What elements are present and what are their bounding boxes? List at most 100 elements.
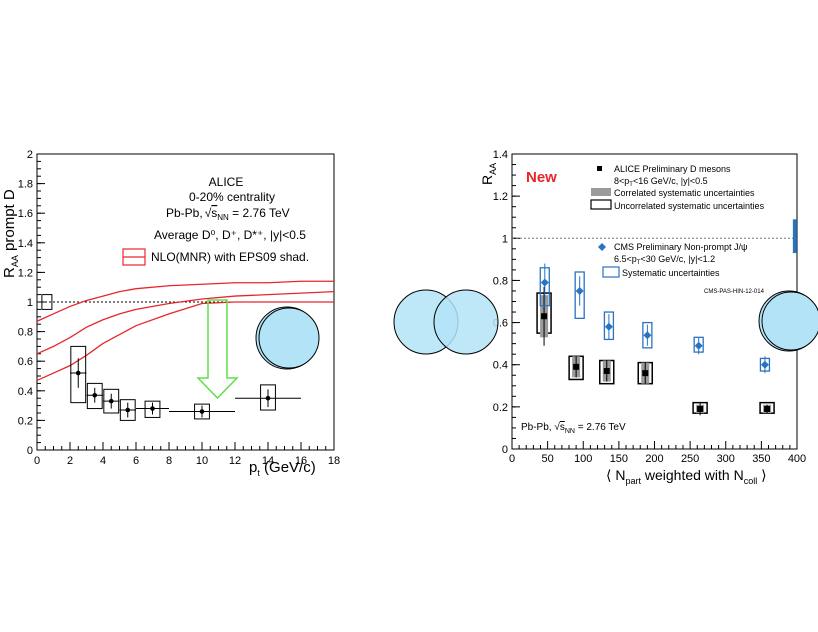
alice-data-point — [541, 313, 548, 320]
nlo-curve-central — [36, 290, 335, 355]
right-y-axis-title: RAA — [479, 163, 498, 185]
cms-data-point — [540, 278, 549, 287]
y-tick-label: 1.6 — [18, 208, 33, 220]
legend-centrality: 0-20% centrality — [189, 190, 275, 204]
y-tick-label: 1.4 — [18, 238, 33, 250]
syst-box — [70, 345, 87, 404]
left-y-axis-title: RAA prompt D — [1, 189, 20, 278]
x-tick-label: 10 — [196, 455, 208, 467]
legend-nlo: NLO(MNR) with EPS09 shad. — [151, 250, 309, 264]
data-point — [199, 409, 205, 414]
pas-label: CMS-PAS-HIN-12-014 — [704, 289, 765, 295]
cms-data-point — [643, 331, 652, 340]
nlo-band — [36, 280, 335, 382]
data-point — [75, 370, 81, 376]
cms-data-point — [604, 322, 613, 331]
data-point — [125, 407, 131, 413]
green-arrow — [196, 299, 239, 400]
x-tick-label: 400 — [788, 453, 806, 465]
left-data-points — [41, 294, 301, 421]
x-tick-label: 50 — [542, 453, 554, 465]
cms-legend-1: CMS Preliminary Non-prompt J/ψ — [614, 242, 747, 252]
x-tick-label: 300 — [717, 453, 735, 465]
alice-legend-1: ALICE Preliminary D mesons — [614, 164, 731, 174]
x-tick-label: 350 — [752, 453, 770, 465]
legend-collision: Pb-Pb, √sNN = 2.76 TeV — [166, 206, 290, 222]
x-tick-label: 0 — [509, 453, 515, 465]
syst-box — [86, 382, 103, 410]
left-axis-ticks: 0 2 4 6 8 10 12 14 16 18 0 0.2 0.4 0.6 0.8 1 1.2 1.4 1.6 1.… — [18, 149, 340, 467]
alice-marker — [597, 166, 602, 171]
y-tick-label: 0 — [27, 445, 33, 457]
data-point — [108, 398, 114, 404]
alice-data-point — [697, 405, 704, 412]
cms-syst-swatch — [602, 266, 620, 278]
alice-legend-2: 8<pT<16 GeV/c, |y|<0.5 — [614, 176, 708, 188]
cms-legend-marker — [598, 243, 606, 251]
y-tick-label: 2 — [27, 149, 33, 161]
y-tick-label: 0.2 — [18, 415, 33, 427]
alice-data-point — [573, 363, 580, 370]
right-axis-ticks: 0 50 100 150 200 250 300 350 40000.20.40.60.811.… — [493, 149, 806, 465]
nlo-curve-upper — [36, 280, 334, 322]
x-tick-label: 18 — [328, 455, 340, 467]
nlo-curve-lower — [36, 301, 334, 382]
right-plot-frame — [511, 153, 798, 450]
uncorr-label: Uncorrelated systematic uncertainties — [614, 201, 765, 211]
y-tick-label: 1.4 — [493, 149, 508, 161]
y-tick-label: 1 — [27, 297, 33, 309]
y-tick-label: 1.2 — [493, 191, 508, 203]
cms-syst-box — [642, 321, 653, 349]
y-tick-label: 0.6 — [18, 356, 33, 368]
x-tick-label: 4 — [100, 455, 106, 467]
data-point — [150, 406, 155, 411]
cms-syst-box — [574, 271, 585, 320]
data-point — [265, 395, 271, 401]
cms-data-point — [575, 286, 584, 295]
left-x-axis-title: pt (GeV/c) — [249, 459, 316, 478]
cms-syst-label: Systematic uncertainties — [622, 268, 720, 278]
right-chart: 0 50 100 150 200 250 300 350 40000.20.40.60.811.… — [393, 149, 818, 486]
legend-average: Average D⁰, D⁺, D*⁺, |y|<0.5 — [154, 228, 306, 242]
x-tick-label: 16 — [295, 455, 307, 467]
x-tick-label: 250 — [681, 453, 699, 465]
y-tick-label: 0 — [502, 444, 508, 456]
data-point — [92, 392, 98, 398]
y-tick-label: 0.2 — [493, 402, 508, 414]
alice-data-point — [603, 368, 610, 375]
right-data-points — [536, 219, 797, 416]
y-tick-label: 0.8 — [493, 275, 508, 287]
x-tick-label: 150 — [610, 453, 628, 465]
x-tick-label: 8 — [166, 455, 172, 467]
new-label: New — [526, 169, 557, 186]
x-tick-label: 200 — [645, 453, 663, 465]
x-tick-label: 6 — [133, 455, 139, 467]
cms-legend-2: 6.5<pT<30 GeV/c, |y|<1.2 — [614, 254, 715, 266]
left-chart: 0 2 4 6 8 10 12 14 16 18 0 0.2 0.4 0.6 0.8 1 1.2 1.4 1.6 1.… — [1, 149, 340, 478]
corr-label: Correlated systematic uncertainties — [614, 188, 755, 198]
global-uncertainty-box — [792, 219, 797, 254]
y-tick-label: 0.4 — [18, 386, 33, 398]
uncorr-swatch — [590, 199, 612, 210]
y-tick-label: 1 — [502, 233, 508, 245]
nucleus-circle-peripheral-b — [433, 289, 499, 355]
right-x-axis-title: ⟨ Npart weighted with Ncoll ⟩ — [606, 467, 767, 486]
syst-box — [260, 384, 276, 411]
x-tick-label: 100 — [574, 453, 592, 465]
nucleus-circle-central-b — [761, 291, 818, 351]
alice-data-point — [642, 370, 649, 377]
y-tick-label: 0.4 — [493, 360, 508, 372]
y-tick-label: 0.8 — [18, 327, 33, 339]
x-tick-label: 14 — [262, 455, 274, 467]
syst-box — [144, 400, 161, 418]
x-tick-label: 12 — [229, 455, 241, 467]
alice-data-point — [764, 405, 771, 412]
x-tick-label: 2 — [67, 455, 73, 467]
cms-data-point — [694, 341, 703, 350]
corr-swatch — [591, 188, 611, 196]
cms-data-point — [760, 360, 769, 369]
collision-label: Pb-Pb, √sNN = 2.76 TeV — [521, 421, 626, 435]
legend-alice: ALICE — [209, 175, 244, 189]
x-tick-label: 0 — [34, 455, 40, 467]
